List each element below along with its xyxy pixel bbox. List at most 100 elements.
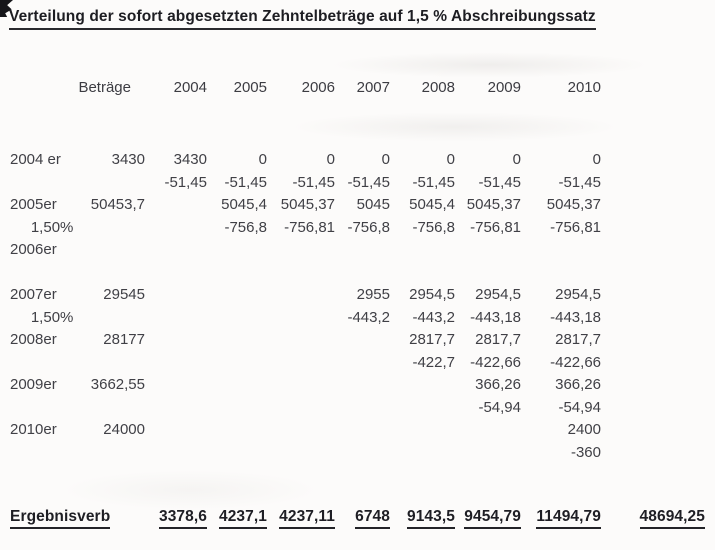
footer-2008: 9143,5: [390, 508, 455, 529]
cell-2010: -443,18: [550, 308, 601, 326]
table-row: 2006er: [0, 239, 715, 262]
cell-2008: 5045,4: [409, 196, 455, 214]
row-label: 2006er: [10, 241, 57, 259]
cell-2005: -756,8: [224, 218, 267, 236]
cell-2004: -51,45: [164, 173, 207, 191]
cell-2010: -51,45: [558, 173, 601, 191]
cell-2004: 3430: [173, 151, 207, 169]
table-row: [0, 261, 715, 284]
cell-2009: 0: [512, 151, 521, 169]
table-row: -422,7 -422,66 -422,66: [0, 351, 715, 374]
row-label: 2010er: [10, 421, 57, 439]
cell-2009: 366,26: [475, 376, 521, 394]
cell-2008: -51,45: [412, 173, 455, 191]
table-body: 2004 er 3430 3430 0 0 0 0 0 0 -51,45 -51,45 -51,45…: [0, 149, 715, 464]
cell-2007: -756,8: [347, 218, 390, 236]
cell-2008: -756,8: [412, 218, 455, 236]
cell-2007: 2955: [356, 286, 390, 304]
cell-2006: 0: [326, 151, 335, 169]
table-row: 2009er 3662,55 366,26 366,26: [0, 374, 715, 397]
cell-betraege: 50453,7: [90, 196, 145, 214]
cell-2010: 2954,5: [555, 286, 601, 304]
cell-2009: 5045,37: [466, 196, 521, 214]
scan-smudge: [330, 52, 650, 78]
row-label: 1,50%: [10, 218, 74, 236]
cell-2008: -422,7: [412, 353, 455, 371]
cell-2006: 5045,37: [280, 196, 335, 214]
cell-2006: -51,45: [292, 173, 335, 191]
cell-betraege: 3430: [111, 151, 145, 169]
cell-2008: 0: [446, 151, 455, 169]
column-header-2010: 2010: [567, 78, 601, 96]
cell-2010: -54,94: [558, 398, 601, 416]
table-row: 2008er 28177 2817,7 2817,7 2817,7: [0, 329, 715, 352]
column-header-2006: 2006: [301, 78, 335, 96]
cell-2009: -422,66: [470, 353, 521, 371]
table-row: 1,50% -756,8 -756,81 -756,8 -756,8 -756,81 -75…: [0, 216, 715, 239]
column-header-2004: 2004: [173, 78, 207, 96]
cell-2009: -54,94: [478, 398, 521, 416]
footer-betraege: [70, 510, 145, 528]
row-label: 2007er: [10, 286, 57, 304]
table-row: 2005er 50453,7 5045,4 5045,37 5045 5045,4 5045…: [0, 194, 715, 217]
footer-label: Ergebnisverb: [0, 508, 111, 529]
column-header-2008: 2008: [421, 78, 455, 96]
column-header-2007: 2007: [356, 78, 390, 96]
cell-2008: 2817,7: [409, 331, 455, 349]
footer-2007: 6748: [335, 508, 390, 529]
cell-betraege: 3662,55: [90, 376, 145, 394]
cell-2010: -756,81: [550, 218, 601, 236]
footer-2009: 9454,79: [455, 508, 521, 529]
footer-2005: 4237,1: [207, 508, 267, 529]
table-row: -51,45 -51,45 -51,45 -51,45 -51,45 -51,45 -51,…: [0, 171, 715, 194]
cell-2005: 5045,4: [221, 196, 267, 214]
column-header-2005: 2005: [233, 78, 267, 96]
cell-2007: -51,45: [347, 173, 390, 191]
footer-2004: 3378,6: [145, 508, 207, 529]
footer-2006: 4237,11: [267, 508, 335, 529]
cell-2010: 5045,37: [546, 196, 601, 214]
cell-2009: -443,18: [470, 308, 521, 326]
cell-2009: -51,45: [478, 173, 521, 191]
row-label: 2004 er: [10, 151, 61, 169]
cell-2010: 366,26: [555, 376, 601, 394]
table-row: 2010er 24000 2400: [0, 419, 715, 442]
table-row: -54,94 -54,94: [0, 396, 715, 419]
scan-smudge: [290, 112, 620, 142]
row-label: 2009er: [10, 376, 57, 394]
footer-total: 48694,25: [601, 508, 705, 529]
table-row: -360: [0, 441, 715, 464]
table-header-row: Beträge 2004 2005 2006 2007 2008 2009 20…: [0, 76, 715, 99]
column-header-betraege: Beträge: [78, 78, 131, 96]
cell-2010: 0: [592, 151, 601, 169]
row-label: 1,50%: [10, 308, 74, 326]
table-row: 2007er 29545 2955 2954,5 2954,5 2954,5: [0, 284, 715, 307]
row-label: 2005er: [10, 196, 57, 214]
cell-2007: 0: [381, 151, 390, 169]
cell-2009: 2954,5: [475, 286, 521, 304]
scan-smudge: [60, 470, 320, 510]
cell-2008: 2954,5: [409, 286, 455, 304]
cell-2010: -422,66: [550, 353, 601, 371]
cell-2008: -443,2: [412, 308, 455, 326]
column-header-2009: 2009: [487, 78, 521, 96]
cell-2005: -51,45: [224, 173, 267, 191]
footer-2010: 11494,79: [521, 508, 601, 529]
cell-betraege: 28177: [103, 331, 145, 349]
cell-2010: 2817,7: [555, 331, 601, 349]
cell-2009: 2817,7: [475, 331, 521, 349]
cell-2010: 2400: [567, 421, 601, 439]
cell-2007: 5045: [356, 196, 390, 214]
row-label: 2008er: [10, 331, 57, 349]
cell-betraege: 29545: [103, 286, 145, 304]
cell-betraege: 24000: [103, 421, 145, 439]
cell-2007: -443,2: [347, 308, 390, 326]
cell-2006: -756,81: [284, 218, 335, 236]
cell-2010: -360: [570, 443, 601, 461]
document-title: Verteilung der sofort abgesetzten Zehnte…: [9, 8, 596, 30]
cell-2005: 0: [258, 151, 267, 169]
table-row: 1,50% -443,2 -443,2 -443,18 -443,18: [0, 306, 715, 329]
table-footer-row: Ergebnisverb 3378,6 4237,1 4237,11 6748 …: [0, 506, 715, 532]
cell-2009: -756,81: [470, 218, 521, 236]
